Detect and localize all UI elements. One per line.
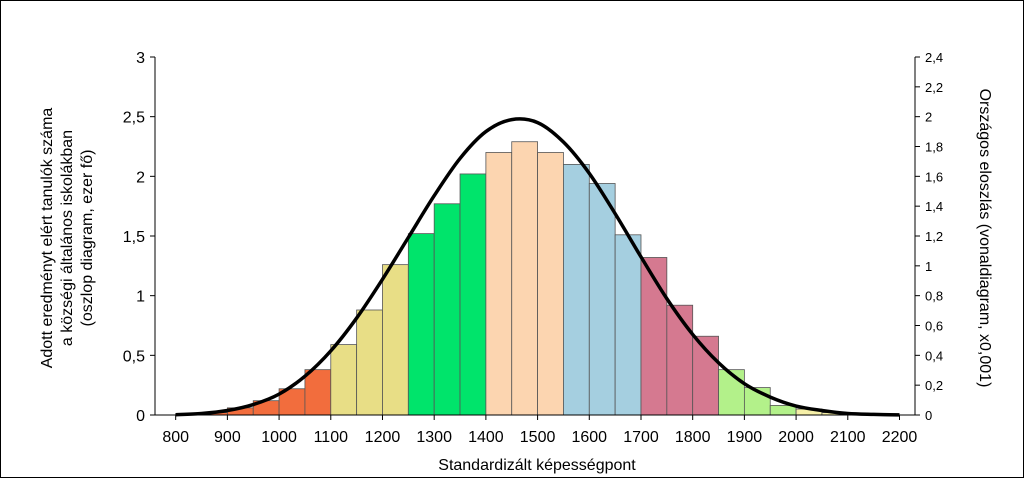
bar-1150 [356, 309, 383, 416]
x-axis-title: Standardizált képességpont [438, 457, 636, 474]
y2-axis-title-text: Országos eloszlás (vonaldiagram, x0,001) [976, 89, 993, 388]
bar-1200 [382, 264, 409, 416]
y2-tick-label: 2 [925, 110, 932, 125]
y2-tick-label: 1,8 [925, 140, 943, 155]
y-tick-label: 0 [136, 408, 145, 425]
bar-1600 [588, 183, 616, 416]
y2-tick-label: 0 [925, 408, 932, 423]
axes-group [150, 56, 920, 420]
y2-tick-label: 1,4 [925, 199, 943, 214]
y-axis-title-line-3: (oszlop diagram, ezer fő) [79, 150, 96, 327]
x-tick-label: 1400 [468, 429, 504, 446]
x-tick-label: 1900 [727, 429, 763, 446]
y2-axis-title: Országos eloszlás (vonaldiagram, x0,001) [976, 89, 993, 388]
bar-1100 [330, 344, 358, 416]
bar-1500 [537, 152, 564, 416]
y2-tick-labels: 0 0,2 0,4 0,6 0,8 1 1,2 1,4 1,6 1,8 2 2,2 2,4 [925, 50, 943, 423]
x-tick-label: 1200 [365, 429, 401, 446]
y-axis-title: Adott eredményt elért tanulók száma a kö… [39, 108, 96, 369]
y2-tick-label: 1 [925, 259, 932, 274]
x-tick-label: 2100 [830, 429, 866, 446]
x-tick-label: 1700 [623, 429, 659, 446]
y2-tick-label: 0,2 [925, 378, 943, 393]
bar-1950 [769, 405, 797, 416]
y-tick-label: 3 [136, 50, 145, 67]
y2-tick-label: 2,4 [925, 50, 943, 65]
bar-1250 [407, 233, 435, 416]
y2-tick-label: 2,2 [925, 80, 943, 95]
y-axis-title-line-1: Adott eredményt elért tanulók száma [39, 108, 56, 369]
x-tick-label: 1100 [314, 429, 349, 446]
x-tick-label: 1300 [416, 429, 452, 446]
x-tick-label: 2200 [882, 429, 918, 446]
bar-1850 [718, 369, 745, 416]
bar-1550 [563, 163, 590, 416]
y-tick-label: 1 [136, 289, 145, 306]
bar-1050 [304, 369, 332, 416]
bar-1650 [614, 234, 642, 416]
y-axis-title-line-2: a községi általános iskolákban [59, 130, 76, 346]
x-tick-label: 1500 [520, 429, 556, 446]
y2-tick-label: 1,2 [925, 229, 943, 244]
x-tick-label: 800 [162, 429, 189, 446]
y-tick-label: 2,5 [123, 110, 145, 127]
y2-tick-label: 1,6 [925, 169, 943, 184]
y-tick-label: 2 [136, 169, 145, 186]
bars-group [175, 141, 875, 416]
y2-tick-label: 0,8 [925, 289, 943, 304]
y2-tick-label: 0,4 [925, 348, 943, 363]
bar-1350 [459, 173, 487, 416]
bar-1300 [433, 203, 461, 416]
x-tick-label: 1800 [675, 429, 711, 446]
y-tick-label: 1,5 [123, 229, 145, 246]
x-tick-labels: 800 900 1000 1100 1200 1300 1400 1500 1600 1700 18… [162, 429, 917, 446]
y-tick-labels: 0 0,5 1 1,5 2 2,5 3 [123, 50, 145, 425]
bar-1400 [485, 152, 513, 416]
national-distribution-curve [175, 117, 900, 417]
x-tick-label: 1000 [261, 429, 297, 446]
bar-1450 [511, 141, 538, 416]
x-tick-label: 900 [214, 429, 241, 446]
y2-tick-label: 0,6 [925, 319, 943, 334]
x-tick-label: 2000 [778, 429, 814, 446]
x-tick-label: 1600 [571, 429, 607, 446]
bar-1750 [666, 304, 694, 416]
y-tick-label: 0,5 [123, 348, 145, 365]
